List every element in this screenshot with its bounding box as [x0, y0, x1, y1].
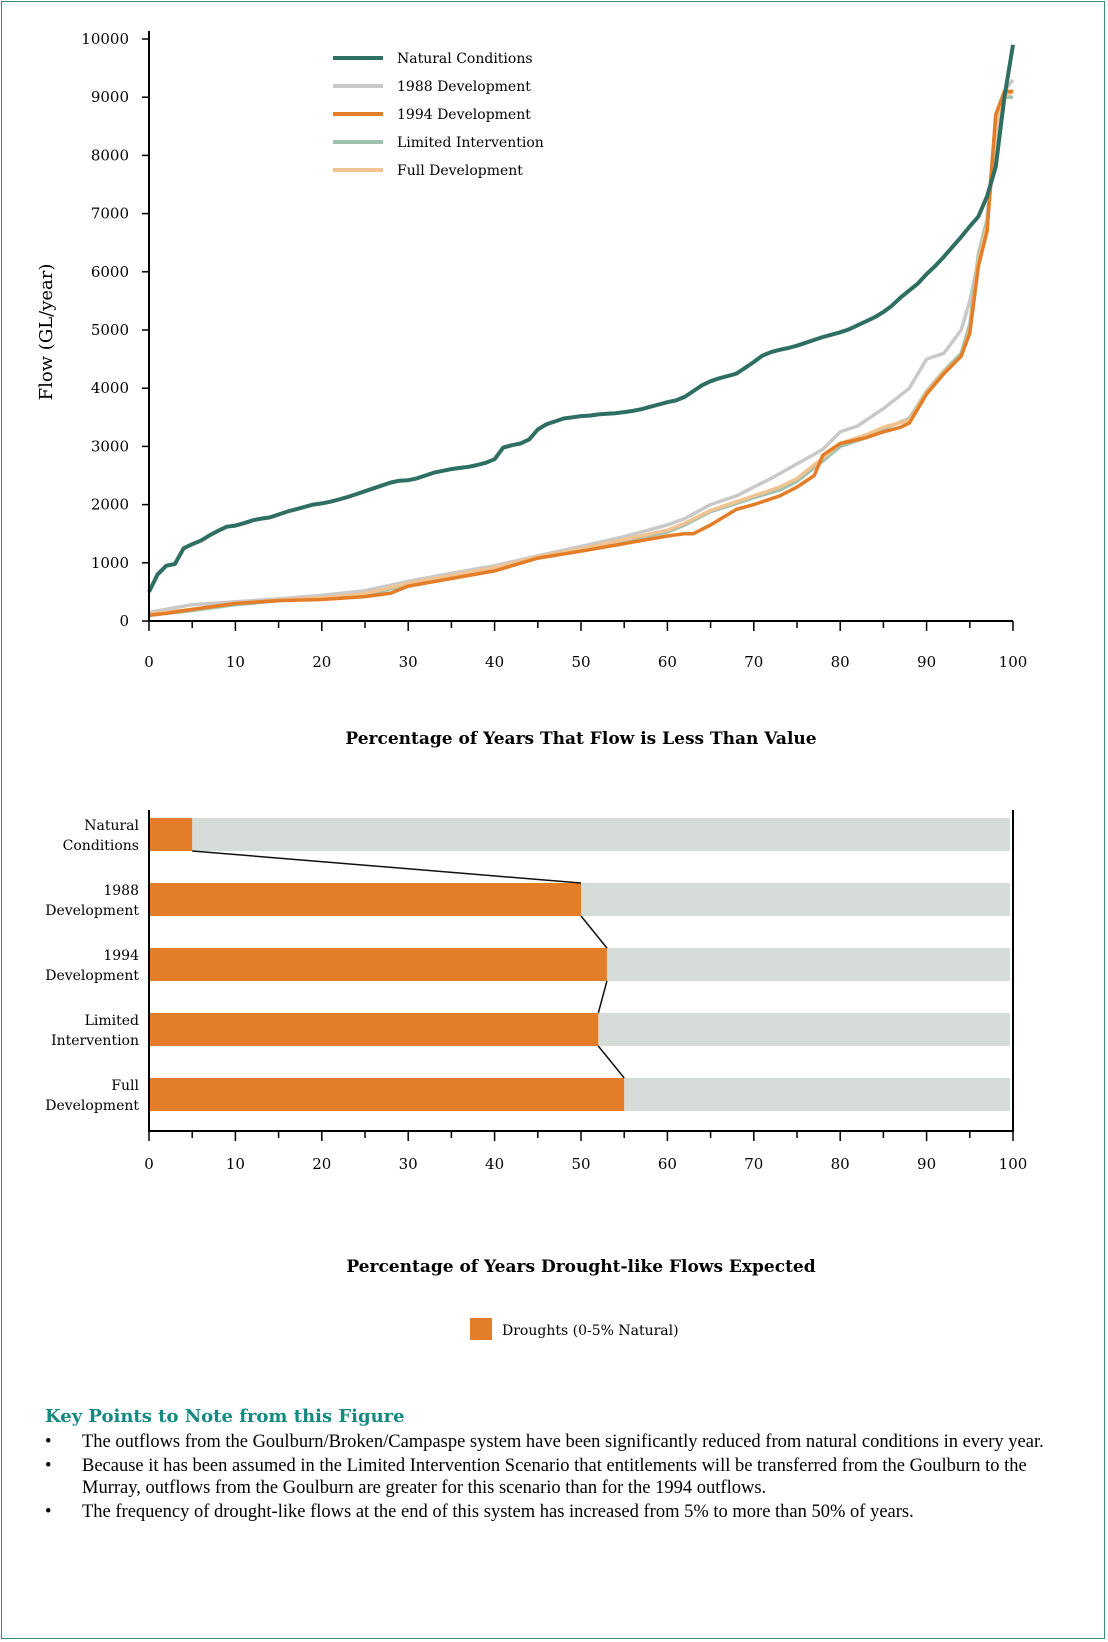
category-label: Full	[111, 1078, 139, 1094]
bar-remainder	[624, 1078, 1010, 1111]
bullet-icon: •	[45, 1502, 52, 1522]
bar-remainder	[581, 883, 1010, 916]
key-point-text: The frequency of drought-like flows at t…	[82, 1502, 914, 1522]
x-tick-label: 30	[399, 653, 418, 671]
x-tick-label: 40	[485, 653, 504, 671]
x-tick-label: 30	[399, 1155, 418, 1173]
x-tick-label: 10	[226, 1155, 245, 1173]
x-tick-label: 70	[744, 1155, 763, 1173]
legend-swatch-droughts	[470, 1318, 492, 1340]
flow-duration-chart: 0100020003000400050006000700080009000100…	[36, 30, 1028, 749]
series-line-full	[148, 89, 1014, 616]
y-tick-label: 6000	[91, 263, 129, 281]
y-axis-title: Flow (GL/year)	[36, 264, 57, 401]
category-label: Natural	[84, 818, 139, 834]
y-tick-label: 9000	[91, 88, 129, 106]
bullet-icon: •	[45, 1456, 52, 1476]
key-point-item: • The frequency of drought-like flows at …	[45, 1501, 1065, 1523]
key-points-heading: Key Points to Note from this Figure	[45, 1406, 405, 1427]
bar-droughts	[150, 818, 193, 851]
x-tick-label: 100	[999, 1155, 1028, 1173]
x-tick-label: 0	[144, 653, 154, 671]
key-point-item: • Because it has been assumed in the Limi…	[45, 1455, 1065, 1499]
x-tick-label: 80	[831, 653, 850, 671]
x-tick-label: 20	[312, 1155, 331, 1173]
connector-line	[192, 850, 582, 884]
x-axis-title: Percentage of Years That Flow is Less Th…	[345, 729, 816, 749]
category-label: 1994	[103, 948, 139, 964]
legend-label-natural: Natural Conditions	[397, 51, 533, 67]
bar-remainder	[598, 1013, 1010, 1046]
category-label: Conditions	[63, 838, 139, 854]
x-tick-label: 90	[917, 1155, 936, 1173]
category-label: Limited	[85, 1013, 139, 1029]
x-tick-label: 20	[312, 653, 331, 671]
connector-line	[580, 915, 608, 949]
connector-line	[597, 980, 608, 1014]
legend-label-droughts: Droughts (0-5% Natural)	[502, 1323, 679, 1339]
x-tick-label: 70	[744, 653, 763, 671]
bar-droughts	[150, 883, 581, 916]
series-line-dev1988	[148, 78, 1015, 615]
drought-bar-chart: Natural Conditions 1988 Development 1994 Deve…	[45, 810, 1028, 1340]
x-tick-label: 0	[144, 1155, 154, 1173]
x-tick-label: 90	[917, 653, 936, 671]
y-tick-label: 2000	[91, 496, 129, 514]
y-tick-label: 8000	[91, 146, 129, 164]
bar-droughts	[150, 948, 607, 981]
category-label: Development	[45, 1098, 139, 1114]
key-point-item: • The outflows from the Goulburn/Broken/C…	[45, 1431, 1065, 1453]
series-line-limited	[148, 95, 1013, 617]
legend-label-dev1994: 1994 Development	[397, 107, 531, 123]
connector-line	[597, 1045, 625, 1079]
y-tick-label: 4000	[91, 379, 129, 397]
x-tick-label: 50	[571, 653, 590, 671]
key-points-list: • The outflows from the Goulburn/Broken/C…	[45, 1431, 1065, 1523]
bar-droughts	[150, 1078, 625, 1111]
category-label: 1988	[103, 883, 139, 899]
y-tick-label: 1000	[91, 554, 129, 572]
legend-label-full: Full Development	[397, 163, 523, 179]
y-tick-label: 10000	[81, 30, 129, 48]
bullet-icon: •	[45, 1432, 52, 1452]
x-tick-label: 80	[831, 1155, 850, 1173]
y-tick-label: 3000	[91, 437, 129, 455]
y-tick-label: 5000	[91, 321, 129, 339]
bar-remainder	[606, 948, 1010, 981]
category-label: Intervention	[51, 1033, 139, 1049]
x-tick-label: 60	[658, 1155, 677, 1173]
category-label: Development	[45, 968, 139, 984]
y-tick-label: 0	[119, 612, 129, 630]
category-label: Development	[45, 903, 139, 919]
bar-remainder	[192, 818, 1010, 851]
legend-label-dev1988: 1988 Development	[397, 79, 531, 95]
key-points: Key Points to Note from this Figure • The…	[45, 1406, 1065, 1525]
series-line-natural	[147, 44, 1015, 593]
series-line-dev1994	[148, 89, 1013, 617]
x-tick-label: 10	[226, 653, 245, 671]
x-axis-title: Percentage of Years Drought-like Flows E…	[346, 1257, 815, 1277]
x-tick-label: 100	[999, 653, 1028, 671]
legend-label-limited: Limited Intervention	[397, 135, 544, 151]
x-tick-label: 60	[658, 653, 677, 671]
key-point-text: Because it has been assumed in the Limit…	[82, 1456, 1027, 1498]
y-tick-label: 7000	[91, 205, 129, 223]
x-tick-label: 50	[571, 1155, 590, 1173]
bar-droughts	[150, 1013, 599, 1046]
x-tick-label: 40	[485, 1155, 504, 1173]
key-point-text: The outflows from the Goulburn/Broken/Ca…	[82, 1432, 1044, 1452]
